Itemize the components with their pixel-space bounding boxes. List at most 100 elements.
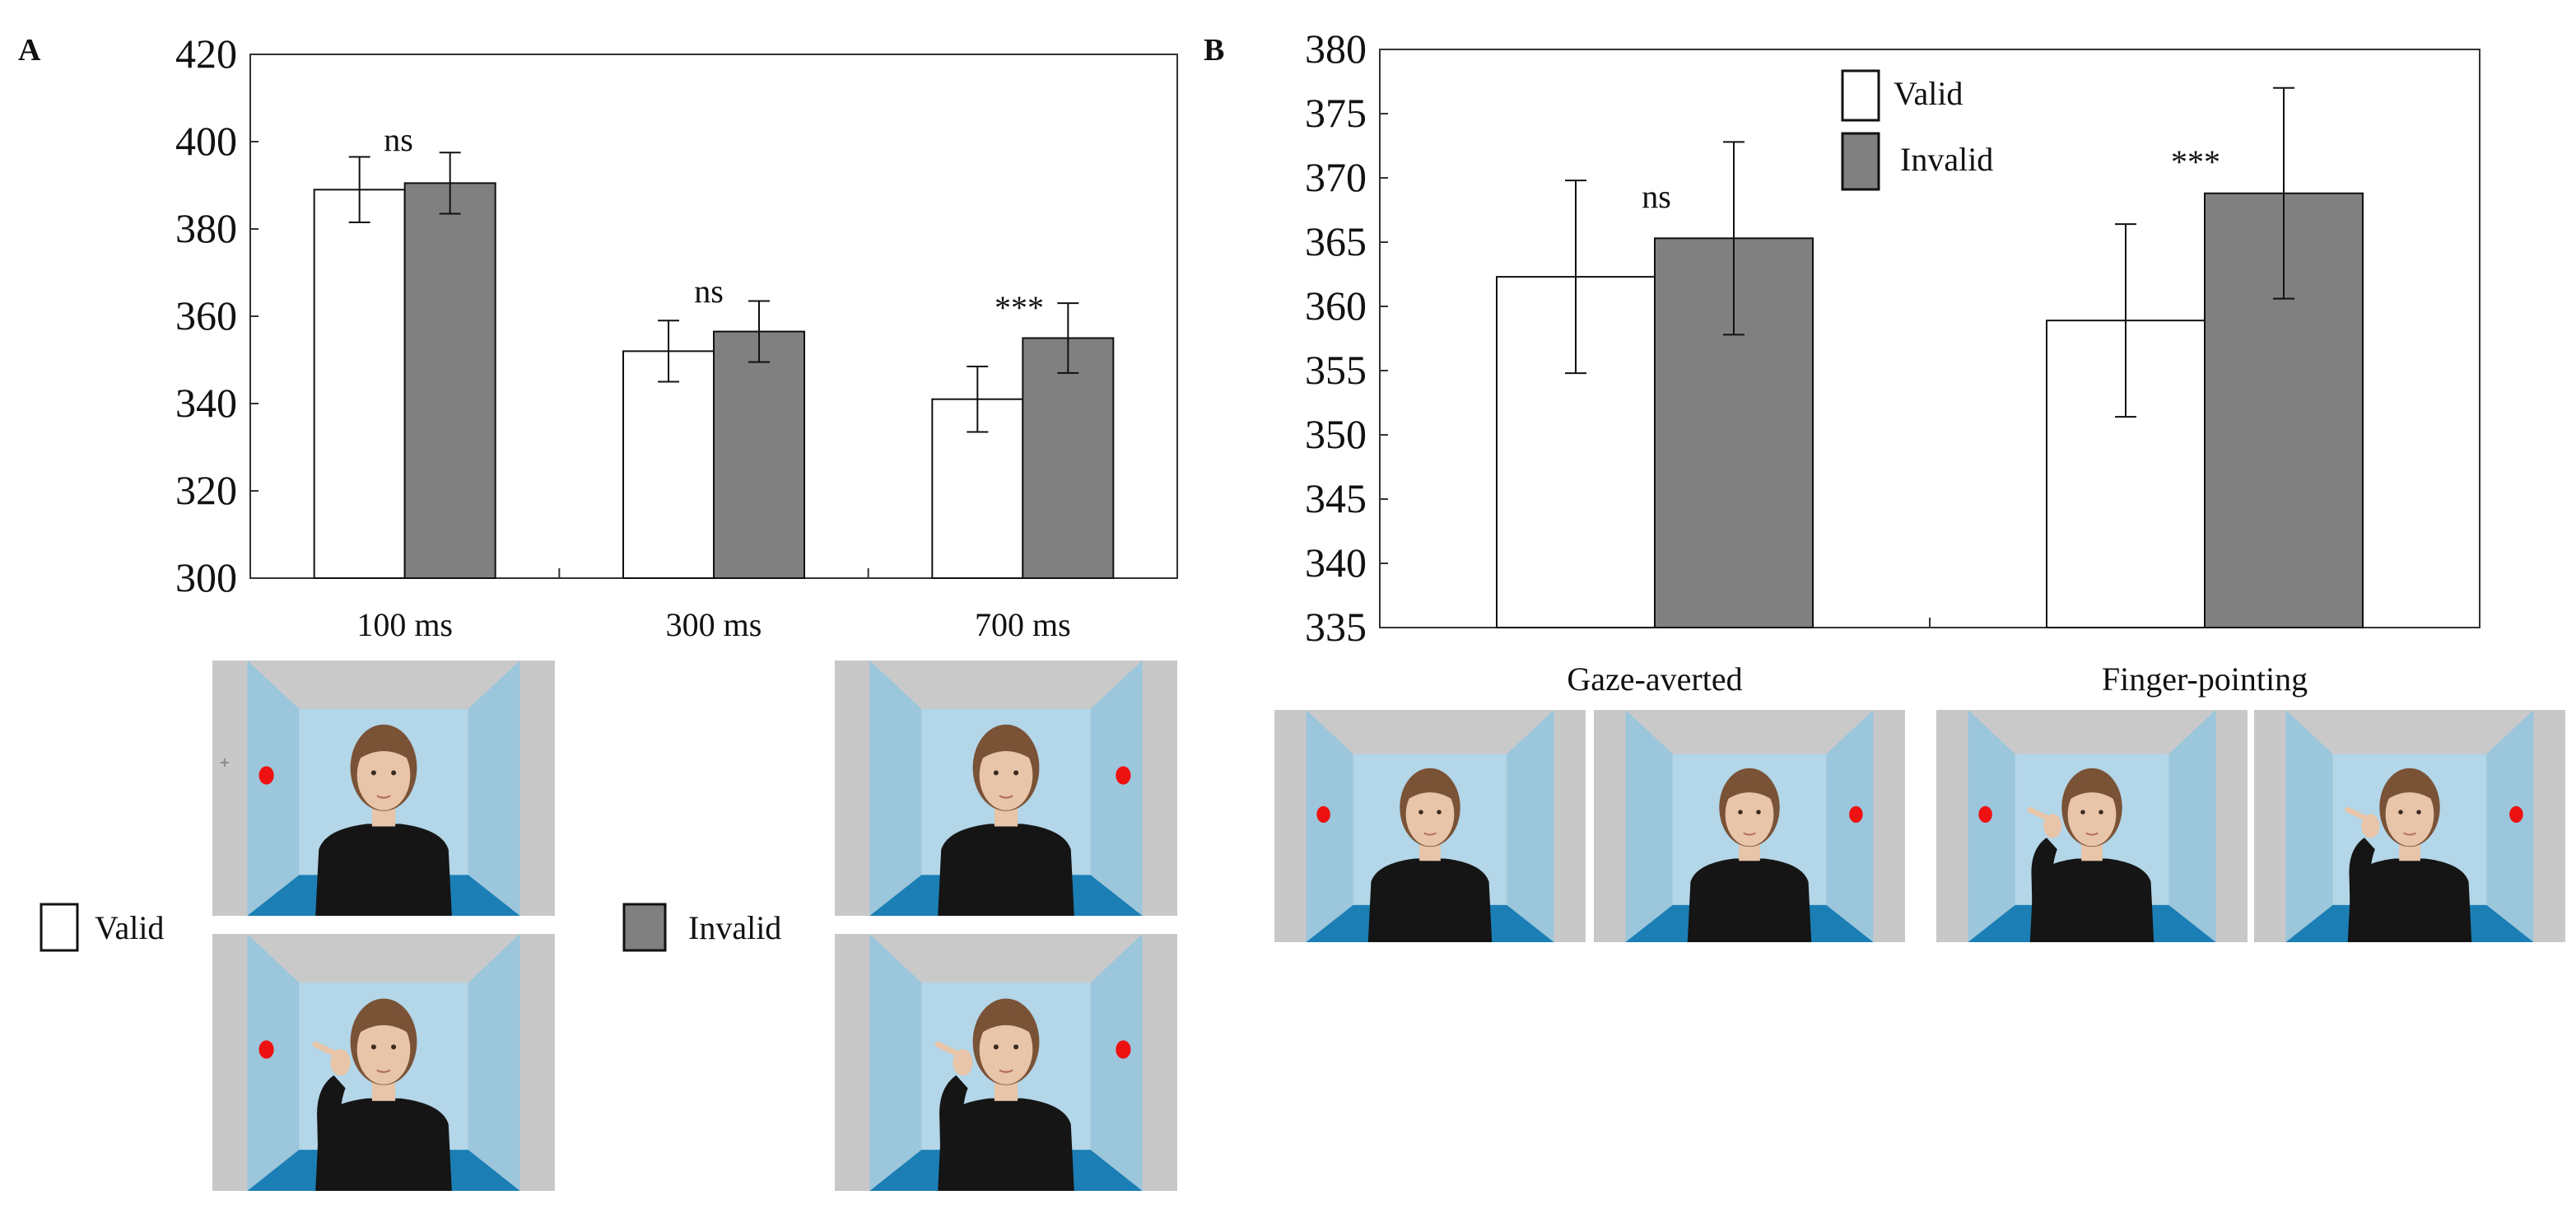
stimulus-invalid-gaze [835, 661, 1177, 916]
bar-valid-0 [313, 189, 406, 580]
room-left-wall [869, 661, 922, 916]
person-eye-left [993, 770, 999, 776]
person-face [979, 1014, 1033, 1085]
person-pointing-finger [312, 1041, 340, 1058]
person-eye-right [2099, 810, 2103, 815]
person-mouth [1743, 832, 1756, 836]
chart-b-y-tick-labels: 335 340 345 350 355 360 365 370 375 380 [1305, 26, 1367, 650]
person-torso [1367, 858, 1493, 942]
person-eye-left [370, 770, 376, 776]
person-pointing-finger [2345, 807, 2370, 822]
person-eye-right [1013, 1044, 1019, 1050]
y-tick-label: 320 [175, 467, 237, 513]
person-hair-top [2064, 782, 2120, 803]
chart-b-annotations: ns *** [1642, 143, 2220, 215]
person-eye-left [993, 1044, 999, 1050]
person-torso [1687, 858, 1812, 942]
room-left-wall [869, 934, 922, 1191]
y-tick-label: 380 [175, 205, 237, 251]
person-mouth [999, 795, 1013, 799]
y-tick-label: 345 [1305, 475, 1367, 521]
person-raised-arm [939, 1075, 968, 1191]
person-hair-top [1721, 782, 1777, 803]
legend-b-valid-label: Valid [1894, 75, 1963, 112]
room-ceiling [869, 934, 1143, 983]
y-tick-label: 340 [175, 380, 237, 426]
person-mouth [376, 795, 391, 799]
person-torso [938, 1098, 1074, 1191]
person-mouth [999, 1069, 1013, 1073]
person-pointing-finger [2027, 807, 2052, 822]
significance-label-0: ns [1642, 178, 1671, 215]
person-mouth [376, 1069, 391, 1073]
y-tick-label: 400 [175, 118, 237, 164]
bar-invalid-0 [403, 182, 496, 579]
chart-a-category-labels: 100 ms 300 ms 700 ms [356, 606, 1070, 643]
person-eye-left [1738, 810, 1743, 815]
stimulus-invalid-pointing [835, 934, 1177, 1191]
legend-a-invalid-label: Invalid [688, 909, 781, 946]
person-torso [2347, 858, 2472, 942]
room-right-wall [1090, 934, 1143, 1191]
room-left-wall [1968, 710, 2015, 942]
y-tick-label: 350 [1305, 411, 1367, 457]
stimulus-b-pointing-valid [1936, 710, 2248, 942]
room-right-wall [2486, 710, 2534, 942]
y-tick-label: 380 [1305, 26, 1367, 72]
y-tick-label: 370 [1305, 154, 1367, 200]
y-tick-label: 360 [175, 292, 237, 338]
chart-a-y-tick-labels: 300 320 340 360 380 400 420 [175, 30, 237, 600]
category-label-0: 100 ms [356, 606, 453, 643]
stimuli-panel-a [212, 661, 1177, 1191]
person-torso [938, 824, 1074, 916]
person-face [1725, 782, 1774, 847]
person-eye-left [1418, 810, 1423, 815]
person-torso [315, 824, 452, 916]
y-tick-label: 340 [1305, 539, 1367, 586]
legend-a-valid-label: Valid [95, 909, 164, 946]
chart-a-error-bars [348, 152, 1079, 433]
person-hair-top [2382, 782, 2438, 803]
person-hair-top [353, 1013, 414, 1037]
chart-a-annotations: ns ns *** [384, 121, 1044, 326]
person-hair-top [976, 1013, 1036, 1037]
person-face [356, 1014, 411, 1085]
room-ceiling [869, 661, 1143, 709]
person-raised-arm [317, 1075, 346, 1191]
legend-a-valid-swatch [40, 903, 79, 952]
stimulus-valid-pointing [212, 934, 555, 1191]
legend-b-valid-swatch [1841, 69, 1880, 122]
stimulus-b-gaze-valid [1274, 710, 1586, 942]
room-left-wall [1625, 710, 1673, 942]
chart-b: 335 340 345 350 355 360 365 370 375 380 ns *** Gaz… [1305, 26, 2481, 698]
person-face [2067, 782, 2117, 847]
person-eye-left [370, 1044, 376, 1050]
room-left-wall [2285, 710, 2333, 942]
stimulus-b-gaze-invalid [1594, 710, 1905, 942]
room-right-wall [1507, 710, 1554, 942]
y-tick-label: 420 [175, 30, 237, 77]
target-dot [2509, 805, 2523, 823]
target-dot [1116, 766, 1131, 785]
person-mouth [2085, 832, 2099, 836]
chart-b-legend: Valid Invalid [1841, 69, 1993, 191]
chart-b-y-ticks [1380, 49, 1931, 628]
room-ceiling [1306, 710, 1554, 754]
room-left-wall [247, 934, 300, 1191]
panel-label-a: A [18, 33, 41, 68]
person-hair-top [976, 740, 1036, 763]
room-right-wall [1826, 710, 1874, 942]
target-dot [1116, 1040, 1131, 1059]
significance-label-1: ns [694, 273, 724, 310]
target-dot [1978, 805, 1992, 823]
bar-valid-1 [622, 350, 715, 579]
person-eye-right [1013, 770, 1019, 776]
target-dot [1849, 805, 1863, 823]
person-eye-right [2416, 810, 2421, 815]
person-eye-right [1437, 810, 1442, 815]
room-ceiling [1625, 710, 1874, 754]
person-eye-right [1756, 810, 1761, 815]
room-ceiling [2285, 710, 2534, 754]
person-face [356, 740, 411, 810]
